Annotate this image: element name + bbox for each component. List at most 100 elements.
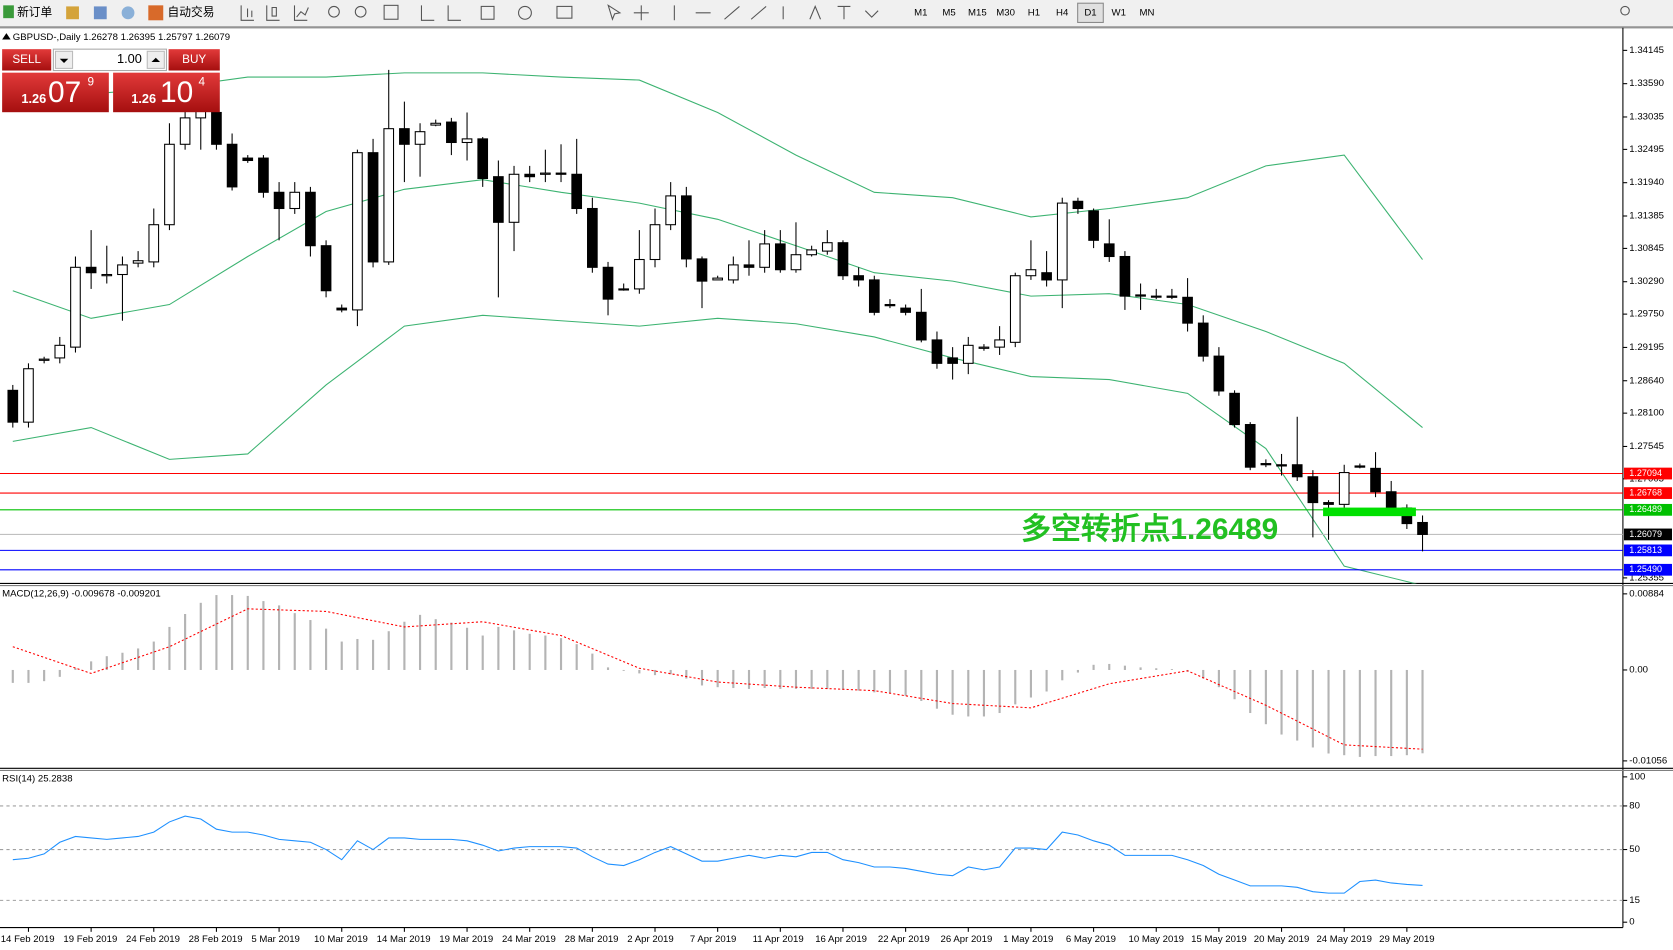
macd-bar: [669, 669, 672, 675]
ask-pip[interactable]: 4: [198, 75, 205, 88]
bid-box[interactable]: [2, 72, 109, 113]
cursor-icon[interactable]: [607, 4, 622, 21]
macd-bar: [1170, 669, 1173, 670]
timeframe[interactable]: M1: [914, 7, 927, 18]
price-level-box: [1623, 563, 1672, 576]
icon[interactable]: [518, 5, 532, 20]
x-tick-label: 24 Mar 2019: [502, 934, 556, 945]
candle-body: [634, 258, 645, 290]
arrow: [59, 58, 69, 64]
candle-body: [430, 122, 442, 126]
candle-body: [774, 243, 786, 271]
macd-bar: [998, 669, 1001, 714]
timeframe[interactable]: MN: [1140, 7, 1155, 18]
macd-bar: [982, 669, 986, 717]
macd-bar: [1311, 669, 1314, 748]
timeframe[interactable]: M5: [942, 7, 955, 18]
icon[interactable]: [556, 5, 573, 19]
tool-icons: [240, 4, 1630, 21]
macd-bar: [575, 644, 578, 670]
candle-body: [868, 279, 880, 313]
price-level-label: 1.25813: [1629, 545, 1662, 555]
candle-body: [7, 389, 19, 423]
x-tick-label: 14 Feb 2019: [1, 934, 55, 945]
candle-body: [101, 273, 113, 277]
new-order-icon[interactable]: [3, 5, 14, 19]
candle-body: [164, 143, 175, 226]
x-tick-label: 24 Feb 2019: [126, 934, 180, 945]
bid-big[interactable]: 1.26: [21, 91, 46, 106]
x-tick-label: 6 May 2019: [1066, 934, 1116, 945]
candle-body: [148, 224, 160, 263]
timeframe[interactable]: W1: [1112, 7, 1126, 18]
ask-box[interactable]: [113, 72, 220, 113]
icon[interactable]: [66, 6, 79, 20]
candle-body: [1119, 255, 1131, 297]
candle-body: [524, 173, 536, 178]
timeframe[interactable]: M30: [996, 7, 1015, 18]
y-tick-label: 1.31940: [1629, 177, 1664, 188]
y-tick-label: 1.27545: [1629, 441, 1664, 452]
sell-button[interactable]: [2, 49, 52, 71]
icon[interactable]: [93, 6, 107, 20]
bid-main[interactable]: 07: [48, 76, 81, 109]
timeframe-active[interactable]: [1077, 2, 1104, 23]
price-level-box: [1623, 503, 1672, 516]
search-icon[interactable]: [1620, 5, 1630, 16]
lots-value[interactable]: 1.00: [117, 51, 142, 66]
icon[interactable]: [293, 5, 309, 21]
buy-button[interactable]: [168, 49, 220, 71]
timeframe[interactable]: H4: [1056, 7, 1069, 18]
candle-body: [962, 344, 974, 364]
icon[interactable]: [480, 5, 495, 20]
bid-pip[interactable]: 9: [87, 75, 94, 88]
macd-title: MACD(12,26,9) -0.009678 -0.009201: [2, 589, 161, 600]
macd-bar: [1249, 669, 1252, 714]
x-tick-label: 19 Feb 2019: [63, 934, 117, 945]
ask-main[interactable]: 10: [160, 76, 193, 109]
sell-label[interactable]: SELL: [12, 53, 41, 66]
icon[interactable]: [240, 5, 254, 21]
candle-body: [884, 303, 896, 307]
x-tick-label: 10 May 2019: [1129, 934, 1185, 945]
y-tick-label: 0.00: [1629, 664, 1648, 675]
timeframe[interactable]: H1: [1028, 7, 1040, 18]
price-level-box: [1623, 528, 1672, 541]
new-order[interactable]: 新订单: [17, 5, 52, 19]
icon[interactable]: [328, 5, 340, 18]
macd-bar: [512, 630, 516, 670]
macd-bar: [340, 641, 343, 670]
auto-trading[interactable]: 自动交易: [168, 5, 215, 19]
timeframe[interactable]: M15: [968, 7, 987, 18]
x-tick-label: 1 May 2019: [1003, 934, 1053, 945]
macd-bar: [309, 620, 312, 670]
price-level-box: [1623, 544, 1672, 557]
icon[interactable]: [354, 5, 367, 18]
one-click-trading: SELL 1.00 BUY 1.26 07 9 1.26 10 4: [2, 48, 220, 113]
icon[interactable]: [633, 5, 879, 21]
candle-body: [555, 172, 567, 175]
candle-body: [352, 152, 363, 311]
auto-trading-icon[interactable]: [148, 5, 164, 21]
icon[interactable]: [420, 5, 461, 21]
macd-bar: [1155, 668, 1158, 670]
candle-body: [712, 277, 723, 281]
lots-input[interactable]: [52, 48, 167, 72]
icon[interactable]: [266, 5, 280, 21]
y-tick-label: 50: [1629, 844, 1640, 855]
x-tick-label: 20 May 2019: [1254, 934, 1310, 945]
candle-body: [915, 311, 927, 341]
macd-signal: [12, 608, 1423, 750]
macd-bar: [1045, 669, 1048, 692]
candle-body: [493, 176, 504, 223]
candle-body: [414, 131, 426, 145]
ask-big[interactable]: 1.26: [131, 91, 156, 106]
icon[interactable]: [383, 4, 399, 20]
macd-bar: [27, 669, 30, 683]
timeframe[interactable]: D1: [1084, 7, 1096, 18]
buy-label[interactable]: BUY: [182, 53, 206, 66]
macd-bar: [1061, 669, 1064, 681]
macd-bar: [137, 648, 140, 670]
candle-body: [226, 143, 238, 188]
icon[interactable]: [121, 6, 135, 20]
